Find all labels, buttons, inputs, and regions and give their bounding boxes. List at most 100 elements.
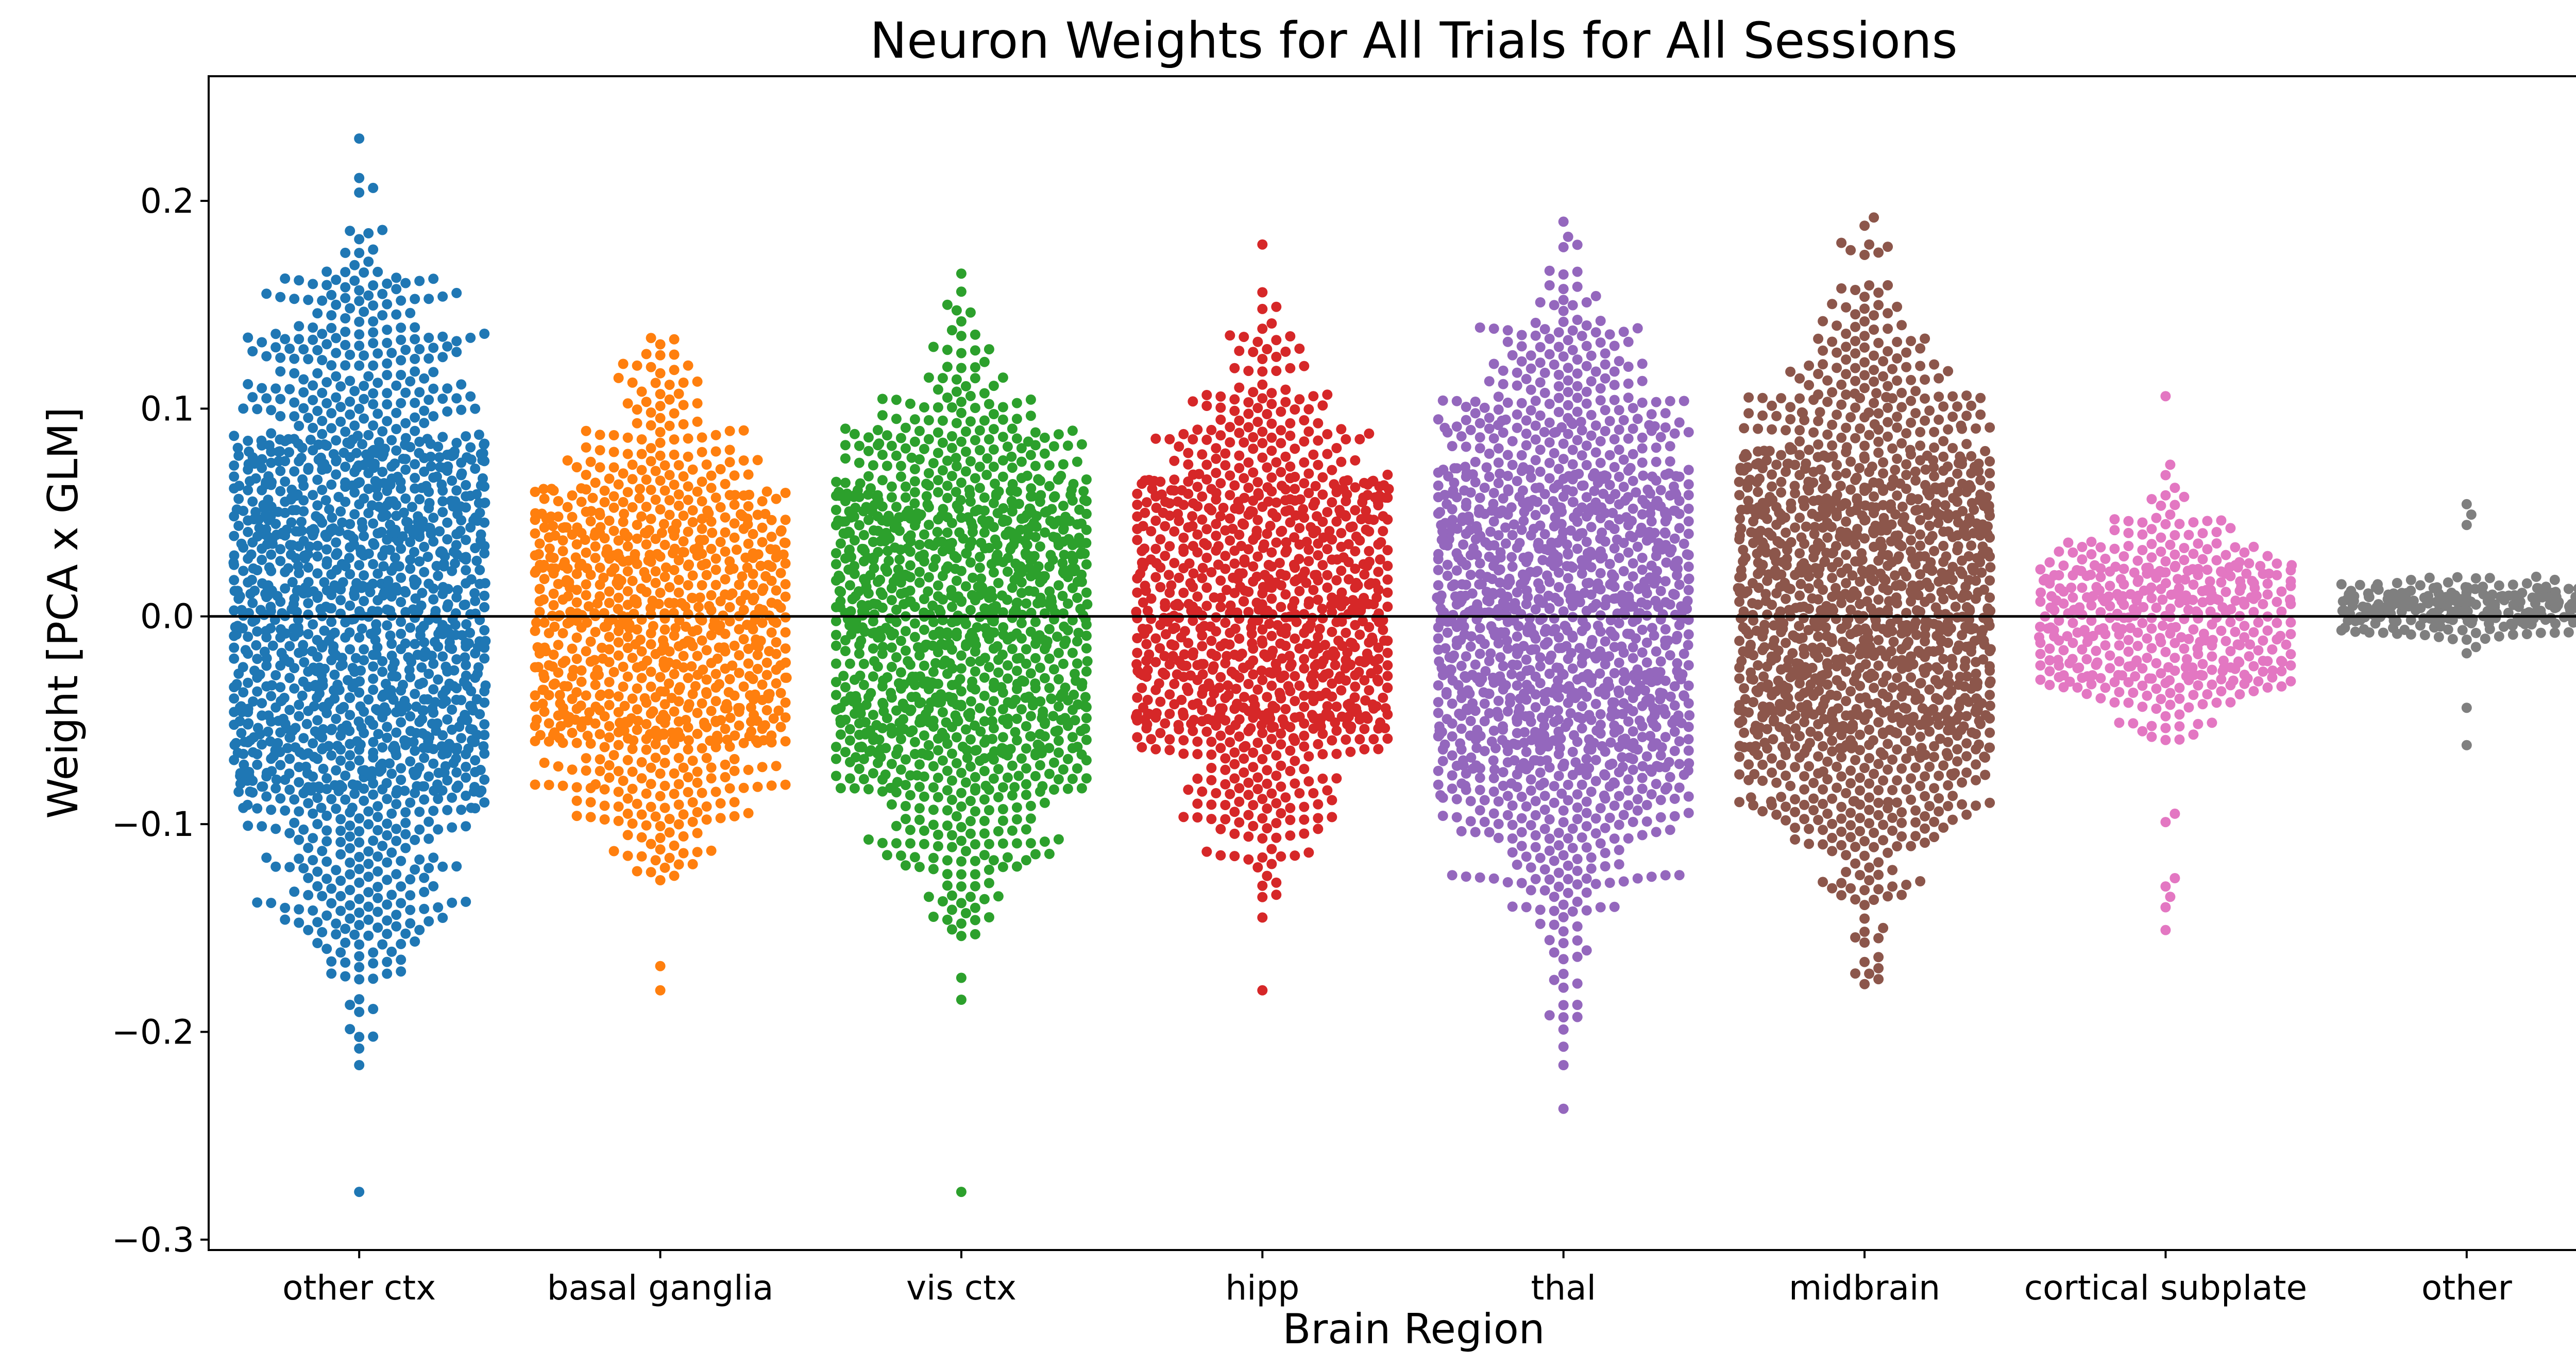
data-point [270, 329, 281, 339]
data-point [942, 345, 953, 355]
data-point [451, 347, 462, 357]
data-point [988, 409, 999, 419]
data-point [1637, 761, 1648, 772]
data-point [1262, 744, 1273, 755]
data-point [1303, 776, 1314, 786]
data-point [539, 706, 550, 717]
data-point [465, 332, 476, 343]
data-point [914, 759, 925, 770]
data-point [1248, 762, 1259, 773]
data-point [247, 496, 258, 507]
data-point [1563, 874, 1573, 884]
data-point [1280, 384, 1291, 395]
data-point [655, 821, 666, 831]
data-point [650, 752, 661, 763]
data-point [560, 557, 570, 568]
data-point [900, 645, 911, 656]
data-point [1243, 457, 1254, 468]
data-point [242, 799, 253, 810]
data-point [993, 486, 1004, 497]
data-point [780, 627, 791, 638]
data-point [687, 797, 698, 808]
data-point [340, 477, 351, 488]
data-point [1277, 714, 1288, 725]
data-point [581, 470, 591, 480]
data-point [877, 642, 888, 653]
data-point [233, 786, 244, 797]
data-point [461, 660, 471, 671]
data-point [956, 898, 967, 909]
data-point [329, 627, 340, 638]
data-point [1132, 587, 1143, 598]
data-point [636, 434, 647, 445]
data-point [550, 530, 561, 541]
data-point [844, 544, 855, 555]
data-point [229, 605, 240, 616]
data-point [734, 579, 744, 590]
data-point [881, 527, 892, 538]
data-point [965, 307, 976, 318]
data-point [743, 501, 754, 511]
data-point [419, 886, 430, 897]
data-point [357, 623, 367, 634]
data-point [328, 449, 339, 459]
data-point [1234, 714, 1245, 725]
data-point [1007, 825, 1018, 836]
data-point [742, 620, 752, 630]
data-point [294, 834, 304, 845]
data-point [692, 708, 703, 718]
data-point [340, 426, 351, 437]
data-point [368, 747, 379, 758]
data-point [1234, 346, 1245, 356]
data-point [367, 606, 378, 617]
data-point [317, 891, 328, 901]
data-point [1530, 842, 1541, 852]
data-point [354, 951, 365, 962]
data-point [636, 851, 647, 862]
data-point [1378, 692, 1388, 703]
data-point [463, 743, 474, 754]
data-point [715, 798, 726, 809]
data-point [974, 461, 985, 472]
data-point [982, 453, 993, 464]
data-point [345, 226, 355, 236]
data-point [686, 661, 697, 672]
data-point [576, 483, 587, 494]
data-point [835, 783, 846, 794]
data-point [937, 465, 948, 476]
data-point [775, 568, 786, 578]
data-point [345, 1024, 355, 1035]
data-point [414, 276, 425, 286]
data-point [634, 493, 645, 504]
data-point [1313, 418, 1324, 429]
data-point [423, 669, 434, 679]
data-point [572, 522, 583, 533]
data-point [891, 450, 902, 461]
data-point [359, 350, 369, 361]
data-point [684, 559, 694, 570]
data-point [337, 517, 348, 528]
data-point [1006, 495, 1017, 506]
data-point [1380, 703, 1391, 714]
data-point [321, 944, 332, 954]
data-point [831, 505, 841, 515]
data-point [321, 266, 332, 277]
data-point [1307, 690, 1317, 701]
data-point [974, 562, 985, 573]
data-point [1271, 366, 1282, 377]
data-point [354, 606, 365, 617]
data-point [233, 493, 244, 504]
data-point [942, 492, 953, 503]
data-point [349, 929, 360, 940]
data-point [372, 893, 383, 903]
data-point [866, 688, 876, 698]
data-point [690, 681, 701, 692]
data-point [340, 957, 351, 968]
data-point [289, 434, 299, 444]
data-point [687, 570, 698, 581]
data-point [257, 739, 267, 750]
data-point [368, 684, 379, 695]
data-point [1609, 901, 1620, 912]
data-point [932, 526, 943, 537]
data-point [1257, 813, 1268, 824]
